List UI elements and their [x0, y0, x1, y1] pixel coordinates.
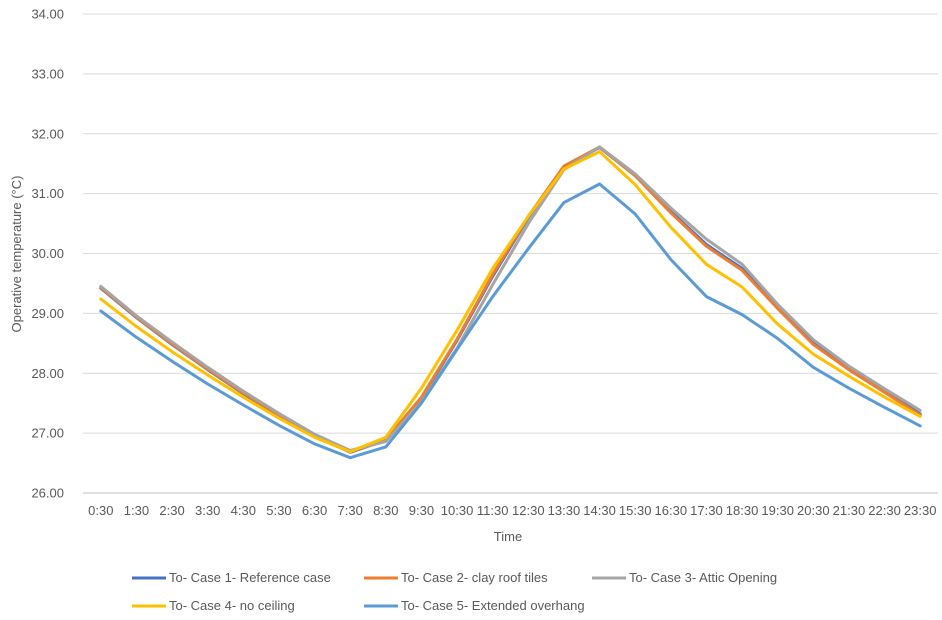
- x-tick-label: 4:30: [231, 503, 256, 518]
- x-tick-label: 22:30: [868, 503, 901, 518]
- series-line: [99, 145, 922, 454]
- y-tick-label: 30.00: [31, 246, 64, 261]
- y-tick-label: 34.00: [31, 7, 64, 22]
- series-line: [99, 182, 922, 460]
- x-axis-ticks: 0:30 1:30 2:30 3:30 4:30 5:30 6:30 7:30 8:30 9:30…: [88, 503, 936, 518]
- legend-label: To- Case 4- no ceiling: [169, 598, 295, 613]
- x-tick-label: 18:30: [726, 503, 759, 518]
- legend: To- Case 1- Reference case To- Case 2- cl…: [132, 570, 777, 613]
- x-tick-label: 14:30: [583, 503, 616, 518]
- y-tick-label: 26.00: [31, 486, 64, 501]
- x-tick-label: 5:30: [266, 503, 291, 518]
- x-tick-label: 15:30: [619, 503, 652, 518]
- x-tick-label: 17:30: [690, 503, 723, 518]
- legend-label: To- Case 5- Extended overhang: [401, 598, 585, 613]
- x-tick-label: 9:30: [409, 503, 434, 518]
- x-tick-label: 0:30: [88, 503, 113, 518]
- y-tick-label: 31.00: [31, 186, 64, 201]
- x-tick-label: 3:30: [195, 503, 220, 518]
- x-axis-title: Time: [494, 529, 522, 544]
- legend-label: To- Case 3- Attic Opening: [629, 570, 777, 585]
- x-tick-label: 16:30: [655, 503, 688, 518]
- legend-label: To- Case 2- clay roof tiles: [401, 570, 548, 585]
- x-tick-label: 20:30: [797, 503, 830, 518]
- x-tick-label: 13:30: [548, 503, 581, 518]
- y-tick-label: 27.00: [31, 426, 64, 441]
- series-line: [99, 145, 922, 452]
- x-tick-label: 12:30: [512, 503, 545, 518]
- series-line: [99, 150, 922, 454]
- x-tick-label: 2:30: [159, 503, 184, 518]
- x-tick-label: 1:30: [124, 503, 149, 518]
- series-lines: [99, 145, 922, 460]
- y-tick-label: 32.00: [31, 126, 64, 141]
- x-tick-label: 10:30: [441, 503, 474, 518]
- x-tick-label: 19:30: [761, 503, 794, 518]
- y-tick-label: 28.00: [31, 366, 64, 381]
- y-axis-ticks: 26.00 27.00 28.00 29.00 30.00 31.00 32.00 33.00…: [31, 7, 64, 501]
- x-tick-label: 6:30: [302, 503, 327, 518]
- legend-label: To- Case 1- Reference case: [169, 570, 331, 585]
- x-tick-label: 21:30: [833, 503, 866, 518]
- y-axis-title: Operative temperature (°C): [9, 176, 24, 333]
- y-tick-label: 29.00: [31, 306, 64, 321]
- x-tick-label: 11:30: [477, 503, 509, 518]
- x-tick-label: 23:30: [904, 503, 937, 518]
- x-tick-label: 8:30: [373, 503, 398, 518]
- x-tick-label: 7:30: [338, 503, 363, 518]
- y-tick-label: 33.00: [31, 66, 64, 81]
